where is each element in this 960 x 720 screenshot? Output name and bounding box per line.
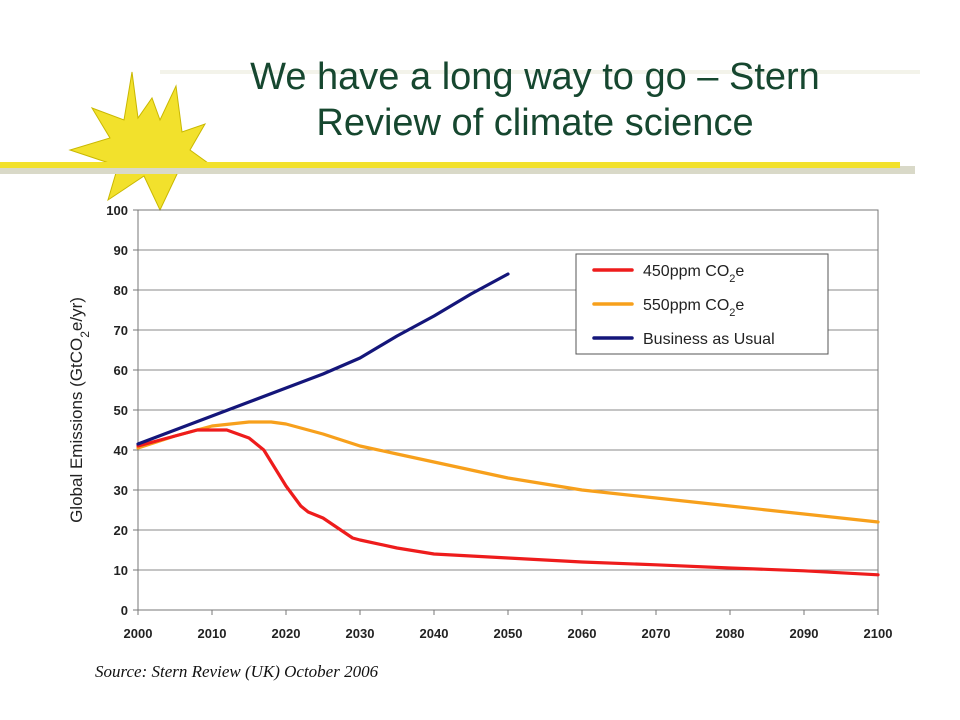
legend-label-main: 450ppm CO (643, 263, 729, 280)
x-tick-label: 2080 (716, 626, 745, 641)
accent-rule (0, 162, 900, 168)
y-tick-label: 50 (114, 403, 128, 418)
page-title: We have a long way to go – Stern Review … (250, 56, 820, 144)
y-tick-label: 100 (106, 203, 128, 218)
y-axis-label-end: e/yr) (67, 297, 86, 331)
plot-frame (137, 209, 879, 611)
series-line-business-as-usual (136, 272, 510, 446)
legend-label-550ppm-co2e: 550ppm CO2e (643, 297, 744, 319)
legend-label-sub: 2 (729, 307, 735, 319)
x-tick-label: 2040 (420, 626, 449, 641)
y-tick-label: 90 (114, 243, 128, 258)
legend-label-main: Business as Usual (643, 331, 775, 348)
y-tick-label: 30 (114, 483, 128, 498)
y-axis-label: Global Emissions (GtCO2e/yr) (67, 297, 92, 523)
series-layer (136, 272, 880, 577)
series-line-550ppm-co2e (136, 420, 880, 524)
legend-label-sub: 2 (729, 273, 735, 285)
y-tick-label: 20 (114, 523, 128, 538)
y-tick-label: 80 (114, 283, 128, 298)
series-line-450ppm-co2e (136, 428, 880, 577)
legend-label-business-as-usual: Business as Usual (643, 331, 775, 348)
legend-label-450ppm-co2e: 450ppm CO2e (643, 263, 744, 285)
x-tick-label: 2050 (494, 626, 523, 641)
x-tick-label: 2090 (790, 626, 819, 641)
legend-label-end: e (735, 263, 744, 280)
y-tick-label: 0 (121, 603, 128, 618)
y-tick-label: 70 (114, 323, 128, 338)
x-tick-label: 2010 (198, 626, 227, 641)
x-tick-label: 2070 (642, 626, 671, 641)
y-axis-label-sub: 2 (78, 331, 92, 338)
x-tick-label: 2060 (568, 626, 597, 641)
accent-rule-shadow (0, 166, 915, 174)
x-tick-label: 2030 (346, 626, 375, 641)
y-tick-label: 60 (114, 363, 128, 378)
x-tick-label: 2000 (124, 626, 153, 641)
x-tick-label: 2100 (864, 626, 893, 641)
legend-label-main: 550ppm CO (643, 297, 729, 314)
x-tick-label: 2020 (272, 626, 301, 641)
y-tick-label: 10 (114, 563, 128, 578)
y-tick-label: 40 (114, 443, 128, 458)
legend-label-end: e (735, 297, 744, 314)
y-axis-label-main: Global Emissions (GtCO (67, 338, 86, 523)
source-note: Source: Stern Review (UK) October 2006 (95, 662, 379, 681)
